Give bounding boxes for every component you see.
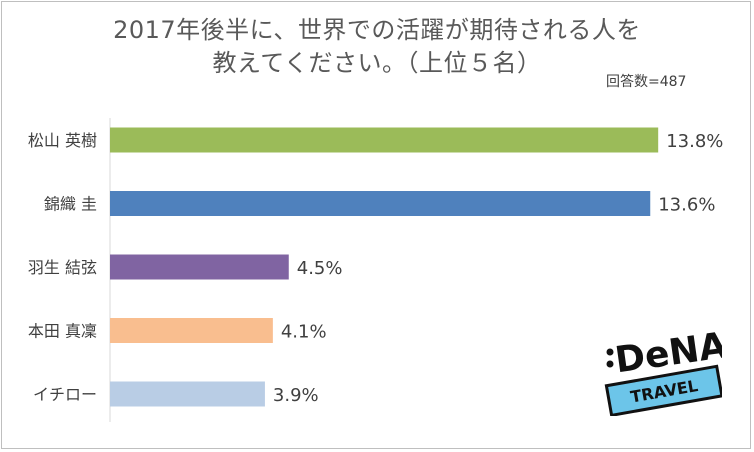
chart-title-line1: 2017年後半に、世界での活躍が期待される人を (113, 16, 641, 44)
dena-travel-logo: DeNA TRAVEL (604, 322, 730, 418)
value-label: 13.6% (658, 195, 715, 216)
value-label: 4.1% (281, 322, 327, 343)
category-label: 錦織 圭 (44, 195, 97, 214)
bar (110, 127, 659, 153)
logo-dot-1 (606, 348, 614, 356)
category-label: イチロー (33, 385, 97, 404)
category-label: 本田 真凜 (28, 322, 97, 341)
logo-dot-2 (606, 360, 614, 368)
bar (110, 191, 651, 216)
bar (110, 381, 265, 407)
value-label: 4.5% (297, 258, 343, 279)
value-label: 13.8% (666, 131, 723, 152)
respondent-count: 回答数=487 (606, 74, 687, 90)
category-label: 羽生 結弦 (28, 258, 97, 277)
category-label: 松山 英樹 (28, 131, 97, 150)
chart-title: 2017年後半に、世界での活躍が期待される人を 教えてください。（上位５名） (0, 14, 754, 80)
bar (110, 254, 289, 280)
logo-travel-band (604, 364, 724, 418)
value-label: 3.9% (273, 385, 319, 406)
chart-title-line2: 教えてください。（上位５名） (212, 49, 542, 77)
bar (110, 318, 273, 343)
